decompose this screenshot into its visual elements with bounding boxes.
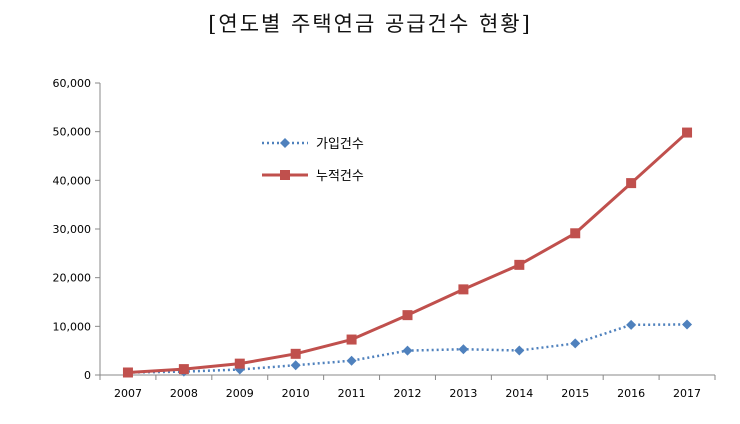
- x-tick-label: 2009: [226, 387, 254, 400]
- data-point: [234, 358, 245, 369]
- legend-item-1: 가입건수: [262, 137, 364, 152]
- data-point: [626, 319, 637, 330]
- data-point: [402, 345, 413, 356]
- series-line: [127, 131, 689, 374]
- y-tick-label: 50,000: [53, 126, 92, 139]
- data-point: [290, 360, 301, 371]
- y-tick-label: 40,000: [53, 174, 92, 187]
- x-tick-label: 2014: [505, 387, 533, 400]
- x-tick-label: 2017: [673, 387, 701, 400]
- series-group: [122, 127, 693, 378]
- chart-title: [연도별 주택연금 공급건수 현황]: [208, 12, 532, 36]
- y-tick-label: 30,000: [53, 223, 92, 236]
- data-point: [570, 338, 581, 349]
- y-axis-ticks: 0 10,000 20,000 30,000 40,000 50,000 60,000: [53, 77, 100, 382]
- x-tick-label: 2015: [561, 387, 589, 400]
- x-tick-label: 2010: [282, 387, 310, 400]
- legend-label: 가입건수: [316, 137, 364, 152]
- x-tick-label: 2011: [338, 387, 366, 400]
- y-tick-label: 10,000: [53, 320, 92, 333]
- data-point: [458, 344, 469, 355]
- y-tick-label: 60,000: [53, 77, 92, 90]
- data-point: [514, 345, 525, 356]
- x-tick-label: 2007: [114, 387, 142, 400]
- x-axis-ticks: 2007 2008 2009 2010 2011 2012 2013 2014 2015 2016…: [99, 375, 716, 400]
- data-point: [402, 310, 413, 321]
- data-point: [290, 348, 301, 359]
- x-tick-label: 2013: [449, 387, 477, 400]
- y-tick-label: 0: [84, 369, 91, 382]
- data-point: [514, 259, 525, 270]
- data-point: [122, 367, 133, 378]
- data-point: [570, 228, 581, 239]
- x-tick-label: 2008: [170, 387, 198, 400]
- data-point: [682, 127, 693, 138]
- data-point: [458, 284, 469, 295]
- x-tick-label: 2016: [617, 387, 645, 400]
- data-point: [346, 334, 357, 345]
- data-point: [682, 319, 693, 330]
- data-point: [346, 355, 357, 366]
- axes: [99, 83, 715, 376]
- series-2: [122, 127, 693, 378]
- legend-marker: [280, 138, 290, 148]
- data-point: [178, 364, 189, 375]
- data-point: [626, 178, 637, 189]
- x-tick-label: 2012: [394, 387, 422, 400]
- series-1: [122, 319, 693, 378]
- y-tick-label: 20,000: [53, 272, 92, 285]
- legend-marker: [280, 170, 290, 180]
- legend-item-2: 누적건수: [262, 169, 364, 184]
- legend-label: 누적건수: [316, 169, 364, 184]
